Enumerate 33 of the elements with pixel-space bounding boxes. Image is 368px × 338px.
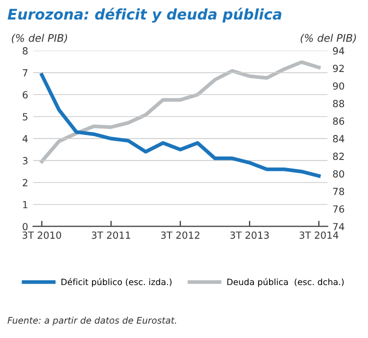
y2-tick-label: 86 bbox=[333, 117, 344, 125]
y-tick-label: 3 bbox=[22, 157, 28, 164]
x-tick-label: 3T 2010 bbox=[22, 231, 62, 239]
y2-tick-label: 84 bbox=[333, 135, 344, 142]
y2-tick-label: 82 bbox=[333, 152, 344, 160]
source-note: Fuente: a partir de datos de Eurostat. bbox=[8, 316, 176, 326]
y-tick-label: 7 bbox=[22, 69, 28, 76]
line-series bbox=[40, 73, 321, 178]
y-tick-label: 1 bbox=[23, 201, 28, 208]
y2-tick-label: 90 bbox=[332, 82, 344, 90]
legend-label: Déficit público (esc. izda.) bbox=[61, 278, 172, 287]
y-axis-title: (% del PIB) bbox=[12, 34, 68, 44]
y2-tick-label: 78 bbox=[333, 188, 344, 196]
x-tick-label: 3T 2013 bbox=[230, 231, 269, 239]
y-tick-label: 2 bbox=[22, 179, 28, 186]
y2-tick-label: 74 bbox=[333, 223, 344, 230]
x-tick-label: 3T 2012 bbox=[161, 231, 200, 239]
y2-tick-label: 88 bbox=[333, 100, 344, 108]
y2-tick-label: 76 bbox=[333, 205, 344, 213]
y2-tick-label: 94 bbox=[332, 47, 344, 55]
y-tick-label: 6 bbox=[22, 91, 28, 98]
y2-tick-label: 80 bbox=[333, 170, 344, 178]
chart-title: Eurozona: déficit y deuda pública bbox=[8, 8, 282, 23]
x-tick-label: 3T 2014 bbox=[300, 231, 338, 239]
y-tick-label: 0 bbox=[22, 222, 28, 230]
y-tick-label: 8 bbox=[22, 47, 28, 55]
y2-axis-title: (% del PIB) bbox=[300, 34, 356, 44]
y-tick-label: 5 bbox=[22, 113, 28, 120]
legend-label: Deuda pública (esc. dcha.) bbox=[227, 278, 344, 287]
y-tick-label: 4 bbox=[22, 135, 28, 142]
y2-tick-label: 92 bbox=[332, 64, 344, 72]
x-tick-label: 3T 2011 bbox=[92, 231, 130, 239]
line-series bbox=[40, 60, 321, 164]
